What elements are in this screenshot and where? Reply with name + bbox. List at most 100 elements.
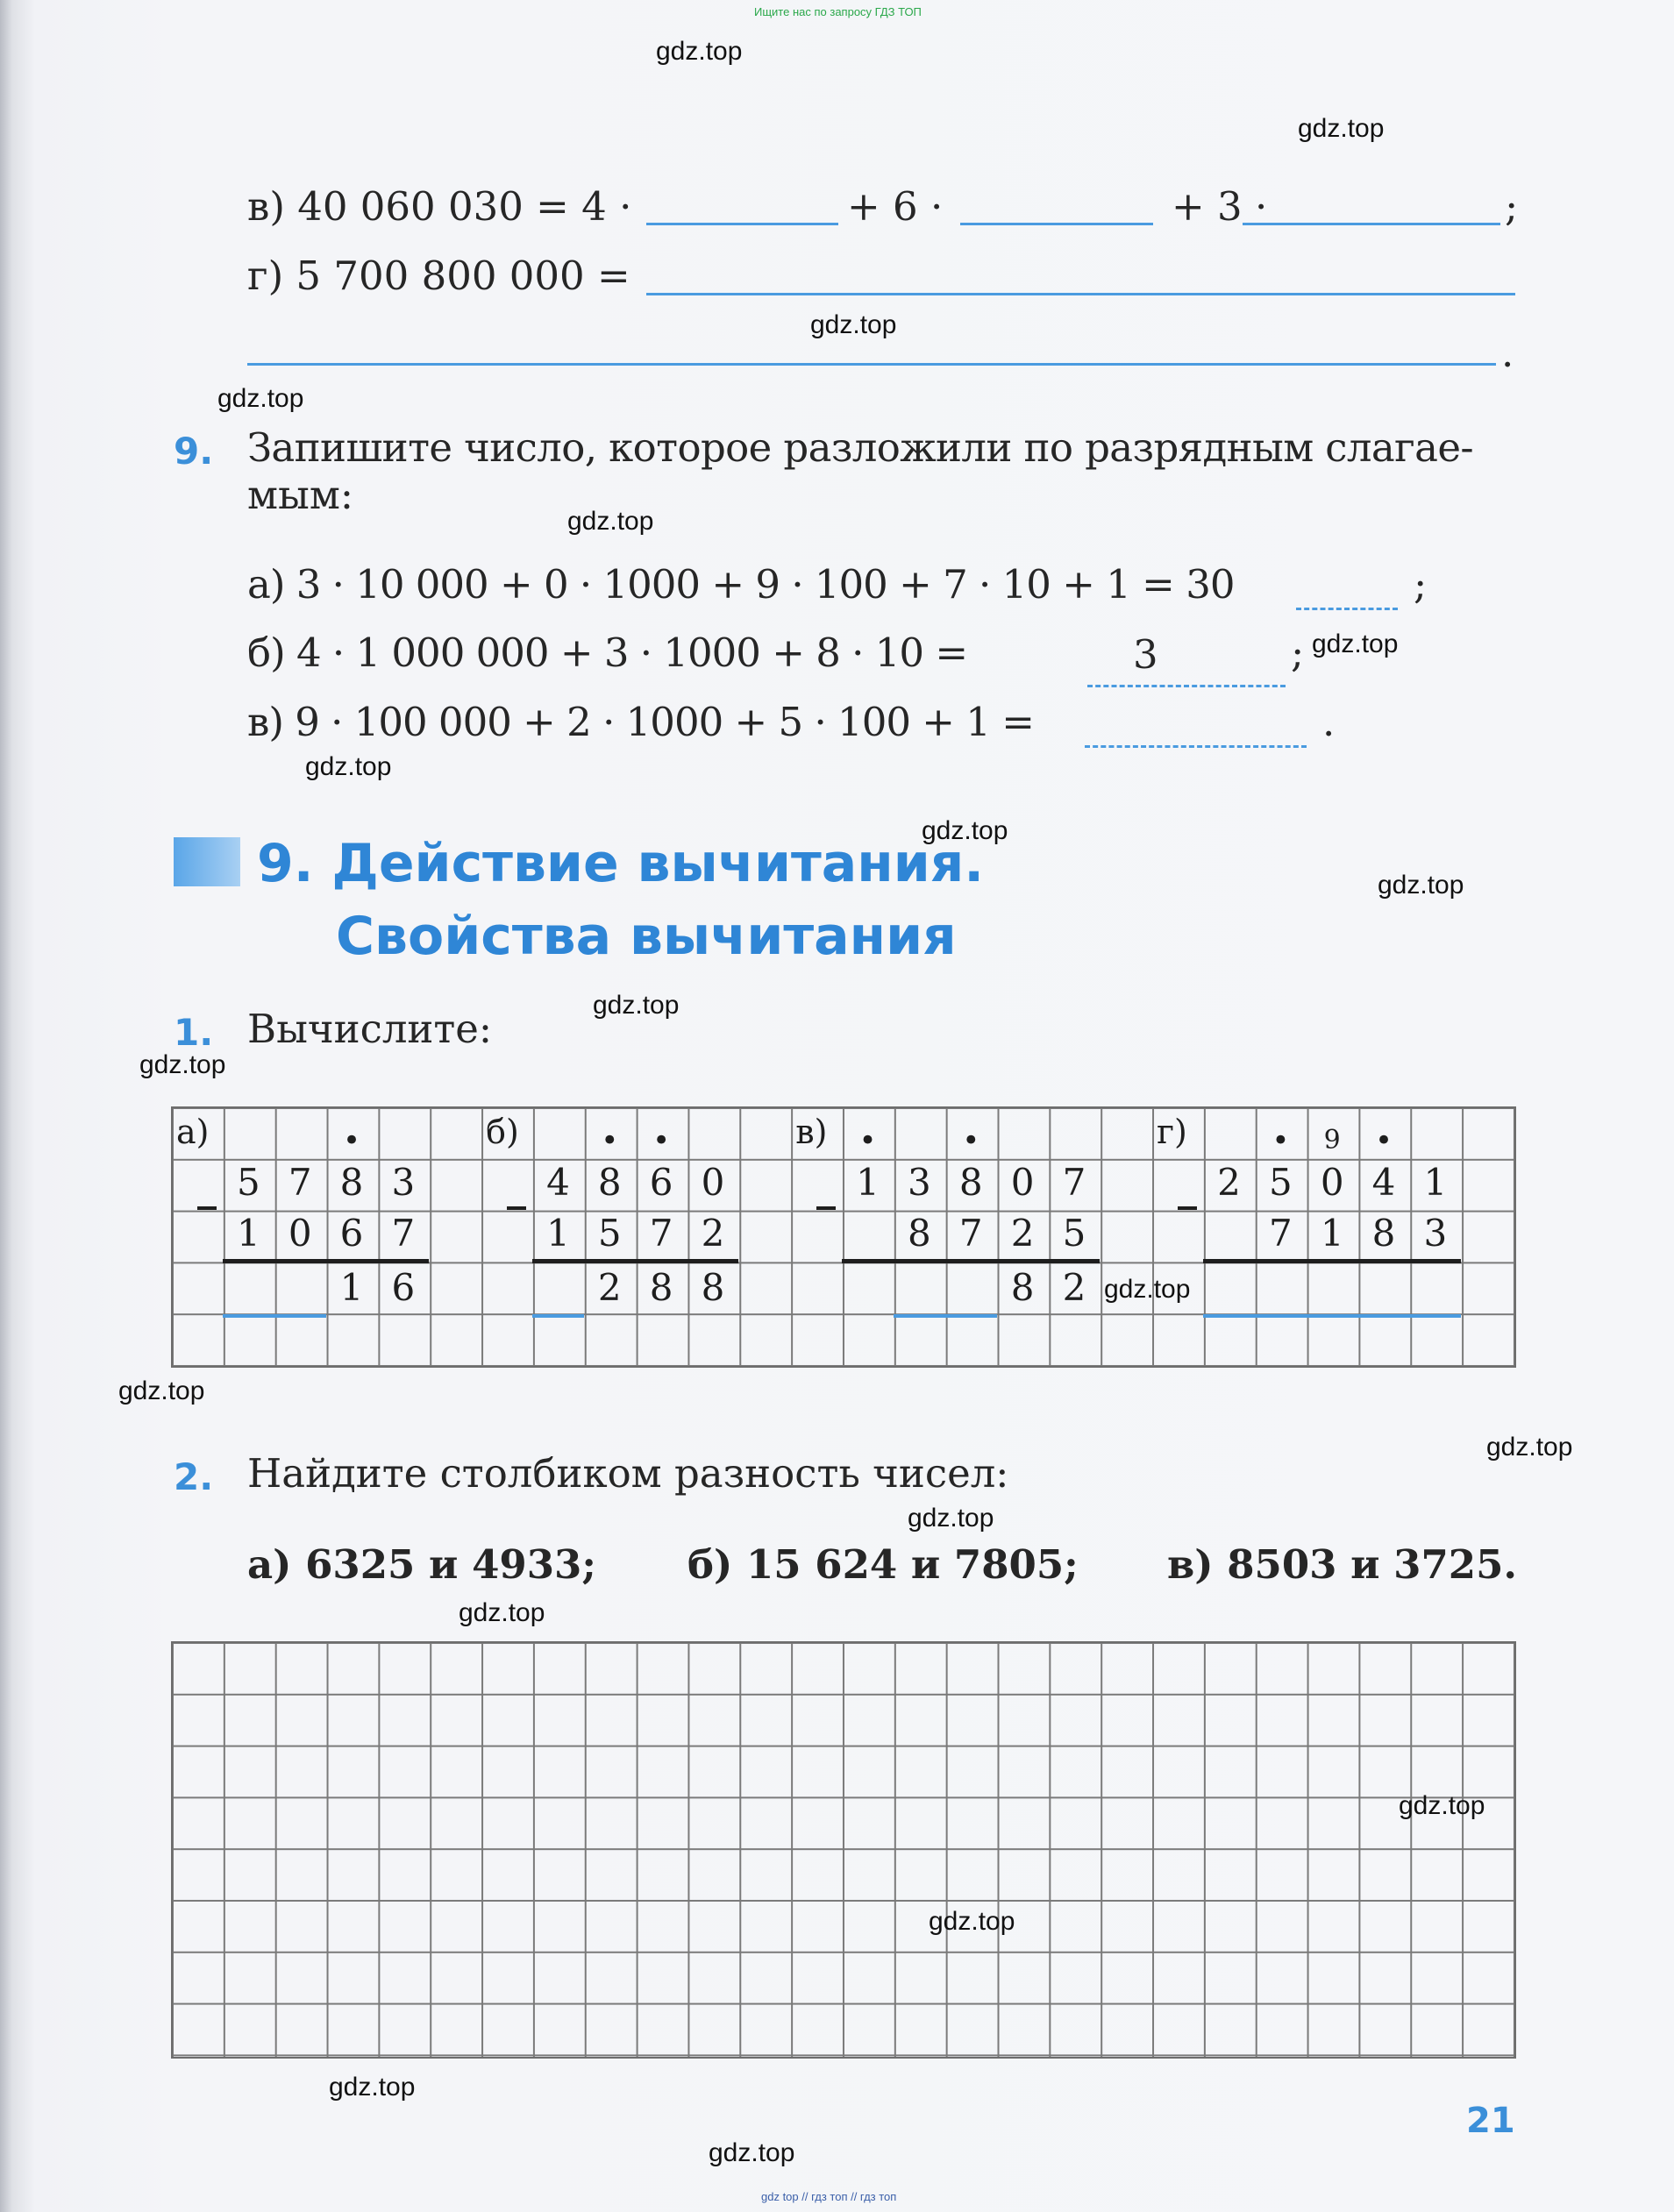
watermark: gdz.top (656, 37, 743, 66)
result-digit: 8 (1010, 1266, 1035, 1309)
result-digit: 6 (391, 1266, 416, 1309)
minus-sign (816, 1206, 837, 1210)
watermark: gdz.top (217, 384, 304, 413)
page-number: 21 (1466, 2101, 1515, 2141)
carry-mark: • (1272, 1123, 1290, 1158)
bottom-banner[interactable]: gdz top // гдз топ // гдз топ (761, 2190, 897, 2203)
answer-blank[interactable] (960, 223, 1153, 225)
watermark: gdz.top (1486, 1433, 1573, 1462)
watermark: gdz.top (908, 1504, 994, 1533)
minuend-digit: 1 (856, 1161, 880, 1204)
answer-blank[interactable] (646, 223, 838, 225)
task9-b-expr: б) 4 · 1 000 000 + 3 · 1000 + 8 · 10 = (247, 629, 968, 676)
watermark: gdz.top (1399, 1791, 1485, 1820)
task8-v-left: в) 40 060 030 = 4 · (247, 183, 632, 230)
subtrahend-digit: 7 (958, 1212, 983, 1255)
subtrahend-digit: 6 (339, 1212, 364, 1255)
watermark: gdz.top (1104, 1275, 1191, 1304)
minuend-digit: 8 (597, 1161, 622, 1204)
answer-blank[interactable] (1085, 745, 1307, 748)
result-digit: 8 (649, 1266, 673, 1309)
problem-label: в) (795, 1113, 828, 1151)
task9-prompt-line1: Запишите число, которое разложили по раз… (247, 424, 1474, 471)
minuend-digit: 7 (288, 1161, 312, 1204)
subtrahend-digit: 5 (1062, 1212, 1086, 1255)
problem-label: г) (1157, 1113, 1187, 1151)
minuend-digit: 4 (546, 1161, 570, 1204)
task9-a-expr: а) 3 · 10 000 + 0 · 1000 + 9 · 100 + 7 ·… (247, 561, 1235, 608)
minus-sign (507, 1206, 527, 1210)
watermark: gdz.top (929, 1907, 1015, 1936)
ex2-b: б) 15 624 и 7805; (687, 1541, 1079, 1588)
carry-mark: • (343, 1123, 361, 1158)
answer-blank[interactable] (1296, 608, 1398, 610)
answer-blank (893, 1314, 997, 1318)
carry-mark: 9 (1323, 1125, 1341, 1156)
minuend-digit: 8 (958, 1161, 983, 1204)
subtrahend-digit: 1 (236, 1212, 260, 1255)
section-title-line2: Свойства вычитания (336, 906, 957, 967)
result-digit: 8 (701, 1266, 725, 1309)
task9-prompt-line2: мым: (247, 472, 353, 518)
minuend-digit: 8 (339, 1161, 364, 1204)
watermark: gdz.top (139, 1050, 226, 1079)
carry-mark: • (962, 1123, 980, 1158)
answer-blank (1203, 1314, 1462, 1318)
subtrahend-digit: 7 (649, 1212, 673, 1255)
watermark: gdz.top (567, 507, 654, 536)
minuend-digit: 2 (1217, 1161, 1241, 1204)
watermark: gdz.top (922, 816, 1008, 845)
minus-sign (1178, 1206, 1198, 1210)
watermark: gdz.top (709, 2138, 795, 2167)
minuend-digit: 5 (1268, 1161, 1293, 1204)
result-digit: 2 (597, 1266, 622, 1309)
result-digit: 1 (339, 1266, 364, 1309)
minuend-digit: 0 (1010, 1161, 1035, 1204)
sum-line (222, 1259, 430, 1263)
task9-b-end: ; (1291, 629, 1305, 676)
minuend-digit: 0 (701, 1161, 725, 1204)
watermark: gdz.top (810, 310, 897, 339)
subtrahend-digit: 1 (1320, 1212, 1344, 1255)
ex1-grid[interactable] (171, 1106, 1516, 1368)
task8-g-left: г) 5 700 800 000 = (247, 252, 630, 299)
minuend-digit: 6 (649, 1161, 673, 1204)
subtrahend-digit: 7 (1268, 1212, 1293, 1255)
watermark: gdz.top (1298, 114, 1385, 143)
watermark: gdz.top (1378, 871, 1464, 900)
watermark: gdz.top (305, 752, 392, 781)
answer-blank (222, 1314, 326, 1318)
task9-number: 9. (174, 430, 214, 473)
section-marker (174, 837, 240, 886)
carry-mark: • (601, 1123, 619, 1158)
ex2-number: 2. (174, 1455, 214, 1498)
answer-blank[interactable] (646, 293, 1515, 295)
answer-blank[interactable] (1243, 223, 1500, 225)
subtrahend-digit: 8 (1371, 1212, 1396, 1255)
sum-line (842, 1259, 1101, 1263)
problem-label: б) (486, 1113, 519, 1151)
minuend-digit: 4 (1371, 1161, 1396, 1204)
subtrahend-digit: 7 (391, 1212, 416, 1255)
top-banner[interactable]: Ищите нас по запросу ГДЗ ТОП (754, 5, 922, 18)
ex2-v: в) 8503 и 3725. (1167, 1541, 1518, 1588)
task9-a-end: ; (1414, 561, 1428, 608)
subtrahend-digit: 5 (597, 1212, 622, 1255)
minuend-digit: 3 (908, 1161, 931, 1204)
minuend-digit: 1 (1423, 1161, 1448, 1204)
answer-blank[interactable] (1087, 685, 1286, 687)
minuend-digit: 5 (236, 1161, 260, 1204)
watermark: gdz.top (593, 991, 680, 1020)
minus-sign (197, 1206, 217, 1210)
answer-blank[interactable] (247, 363, 1496, 366)
subtrahend-digit: 2 (1010, 1212, 1035, 1255)
watermark: gdz.top (459, 1598, 545, 1627)
task8-g-end: . (1501, 330, 1514, 376)
task8-v-plus3: + 3 · (1172, 183, 1268, 230)
problem-label: а) (176, 1113, 210, 1151)
ex2-a: а) 6325 и 4933; (247, 1541, 596, 1588)
watermark: gdz.top (1312, 629, 1399, 658)
minuend-digit: 7 (1062, 1161, 1086, 1204)
carry-mark: • (1375, 1123, 1393, 1158)
ex2-grid[interactable] (171, 1641, 1516, 2059)
